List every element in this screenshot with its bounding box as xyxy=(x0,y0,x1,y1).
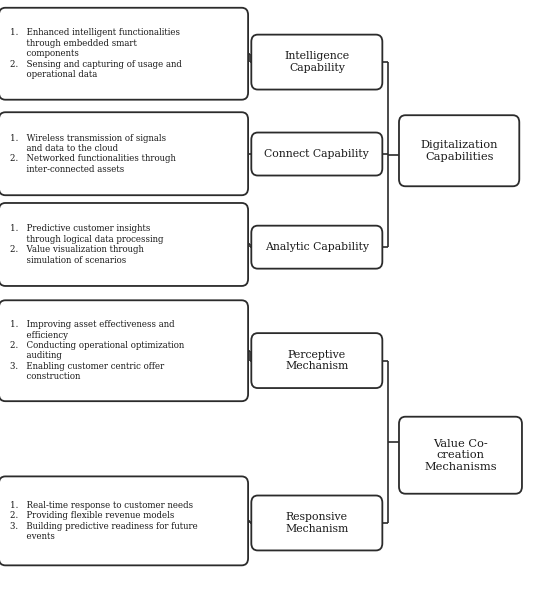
FancyBboxPatch shape xyxy=(251,496,382,550)
Text: Value Co-
creation
Mechanisms: Value Co- creation Mechanisms xyxy=(424,439,497,472)
FancyBboxPatch shape xyxy=(399,417,522,494)
FancyBboxPatch shape xyxy=(0,112,248,195)
FancyBboxPatch shape xyxy=(251,226,382,269)
Text: 1.   Enhanced intelligent functionalities
      through embedded smart
      com: 1. Enhanced intelligent functionalities … xyxy=(10,29,182,79)
FancyBboxPatch shape xyxy=(251,35,382,90)
Text: Connect Capability: Connect Capability xyxy=(264,149,369,159)
FancyBboxPatch shape xyxy=(251,333,382,388)
FancyBboxPatch shape xyxy=(0,8,248,100)
FancyBboxPatch shape xyxy=(0,203,248,286)
Text: Analytic Capability: Analytic Capability xyxy=(265,242,369,252)
FancyBboxPatch shape xyxy=(251,133,382,176)
Text: 1.   Real-time response to customer needs
2.   Providing flexible revenue models: 1. Real-time response to customer needs … xyxy=(10,501,198,541)
Text: Digitalization
Capabilities: Digitalization Capabilities xyxy=(420,140,498,162)
Text: Perceptive
Mechanism: Perceptive Mechanism xyxy=(285,350,349,371)
Text: 1.   Improving asset effectiveness and
      efficiency
2.   Conducting operatio: 1. Improving asset effectiveness and eff… xyxy=(10,320,184,381)
Text: 1.   Predictive customer insights
      through logical data processing
2.   Val: 1. Predictive customer insights through … xyxy=(10,224,163,264)
FancyBboxPatch shape xyxy=(0,300,248,401)
FancyBboxPatch shape xyxy=(399,115,519,186)
Text: Intelligence
Capability: Intelligence Capability xyxy=(284,51,350,73)
FancyBboxPatch shape xyxy=(0,476,248,565)
Text: Responsive
Mechanism: Responsive Mechanism xyxy=(285,512,349,534)
Text: 1.   Wireless transmission of signals
      and data to the cloud
2.   Networked: 1. Wireless transmission of signals and … xyxy=(10,134,176,174)
